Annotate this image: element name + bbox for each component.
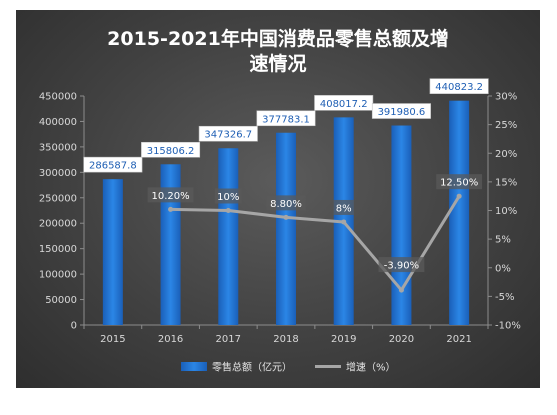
bar-data-label: 315806.2 [141,141,201,158]
growth-point [398,287,404,293]
chart-frame: 2015-2021年中国消费品零售总额及增 速情况 0 50000 100000 15… [16,10,540,388]
growth-data-label: 10.20% [147,187,194,203]
y-left-tick-label: 150000 [39,244,77,255]
y-right-tick-label: 0% [495,263,511,274]
y-right-tick-label: 10% [495,206,517,217]
y-left-tick-label: 200000 [39,219,77,230]
growth-data-label-box [147,187,194,203]
growth-point [456,193,462,199]
bar-data-label-text: 347326.7 [204,130,252,141]
bar-data-label-box [141,141,201,158]
x-tick-label: 2016 [158,334,183,345]
y-left-tick-label: 100000 [39,270,77,281]
growth-data-label: 12.50% [436,174,483,190]
growth-point [283,214,289,220]
bar-data-label-text: 286587.8 [89,161,137,172]
growth-data-label: 10% [214,188,242,204]
growth-data-label: -3.90% [378,257,425,273]
growth-data-label: 8.80% [266,195,306,211]
bar [449,100,470,325]
bar [218,148,239,325]
y-left-tick-label: 250000 [39,193,77,204]
chart-title-line-2: 速情况 [249,52,306,75]
growth-data-label-text: 8.80% [270,199,302,210]
legend-swatch-bar [181,362,207,371]
bar-data-label-box [314,95,374,111]
bar-data-label-box [256,110,316,127]
y-right-tick-label: 5% [495,235,511,246]
growth-line [170,195,461,292]
bar-data-label: 286587.8 [83,156,143,173]
growth-point [225,208,231,213]
y-right-tick-label: -5% [495,292,514,303]
bar-data-label-text: 408017.2 [320,99,368,110]
plot-area: 0 50000 100000 150000 200000 250000 300000 3500… [39,78,521,345]
growth-data-label-box [378,257,425,273]
bar-data-label-box [198,125,258,142]
x-tick-label: 2018 [273,334,298,345]
y-left-tick-label: 450000 [39,92,77,103]
legend-label-line: 增速（%） [346,361,396,374]
growth-data-label-box [333,199,355,215]
y-right-tick-label: 20% [495,149,517,160]
growth-point [341,219,347,225]
y-left-tick-label: 400000 [39,117,77,128]
bar-data-label-text: 440823.2 [435,82,483,93]
y-left-tick-label: 0 [71,321,77,332]
growth-data-label-text: 8% [336,203,352,214]
bar-data-label-box [83,156,143,173]
y-left-tick-label: 50000 [45,295,77,306]
x-tick-label: 2019 [331,334,356,345]
growth-point [168,206,174,212]
bar [276,132,296,325]
bar-data-label-box [371,103,431,119]
x-tick-label: 2020 [389,334,414,345]
y-left-tick-label: 300000 [39,168,77,179]
x-tick-label: 2021 [446,334,471,345]
bar-data-label-text: 377783.1 [262,114,310,125]
y-right-tick-label: -10% [495,321,521,332]
y-right-tick-label: 25% [495,120,517,131]
y-left-tick-label: 350000 [39,142,77,153]
bar-data-label: 377783.1 [256,110,316,127]
legend-label-bar: 零售总额（亿元） [212,361,292,374]
bar [391,125,412,326]
growth-data-label-box [214,188,242,204]
bar-data-label-text: 315806.2 [147,146,195,157]
bar-data-label: 347326.7 [198,125,258,142]
growth-data-label-box [436,174,483,190]
growth-data-label-text: -3.90% [384,261,419,272]
x-tick-label: 2015 [100,334,125,345]
legend: 零售总额（亿元） 增速（%） [181,361,396,374]
x-tick-label: 2017 [216,334,241,345]
chart-svg: 2015-2021年中国消费品零售总额及增 速情况 0 50000 100000 15… [39,27,521,374]
bar [102,179,123,325]
growth-data-label-text: 12.50% [440,178,478,189]
growth-data-label-text: 10% [217,192,239,203]
growth-data-label: 8% [333,199,355,215]
growth-data-label-text: 10.20% [152,191,190,202]
bar-data-label: 408017.2 [314,95,374,111]
y-right-tick-label: 30% [495,92,517,103]
bar-data-label: 440823.2 [429,78,489,94]
bar [160,164,181,325]
y-right-tick-label: 15% [495,177,517,188]
bar-data-label-box [429,78,489,94]
chart-title: 2015-2021年中国消费品零售总额及增 速情况 [107,27,449,75]
bar-data-label-text: 391980.6 [378,107,426,118]
bar-data-label: 391980.6 [371,103,431,119]
growth-data-label-box [266,195,306,211]
chart-title-line-1: 2015-2021年中国消费品零售总额及增 [107,27,449,50]
